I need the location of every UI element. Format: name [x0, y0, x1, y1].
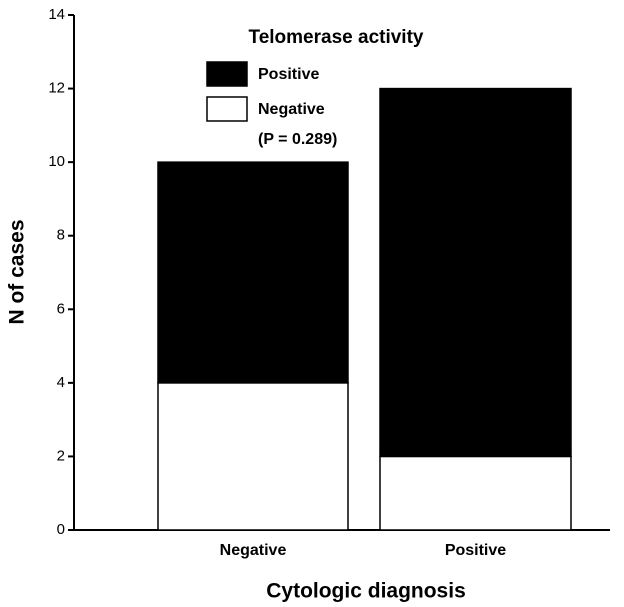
y-tick-label: 14: [48, 6, 65, 23]
y-tick-label: 8: [57, 227, 65, 244]
y-axis-label: N of cases: [6, 219, 29, 324]
y-tick-label: 6: [57, 300, 65, 317]
x-tick-label: Positive: [445, 542, 506, 559]
legend-swatch: [206, 96, 248, 122]
legend-label: Negative: [258, 101, 325, 118]
legend-swatch: [206, 61, 248, 87]
bar-segment: [157, 382, 349, 531]
y-tick-label: 10: [48, 153, 65, 170]
x-axis-label: Cytologic diagnosis: [266, 580, 466, 603]
legend-title: Telomerase activity: [249, 27, 424, 48]
bar-segment: [379, 87, 572, 458]
y-tick-label: 12: [48, 80, 65, 97]
y-tick-label: 4: [57, 374, 65, 391]
y-tick-label: 2: [57, 447, 65, 464]
x-tick-label: Negative: [220, 542, 287, 559]
y-tick-label: 0: [57, 521, 65, 538]
bar-segment: [157, 161, 349, 384]
legend-label: Positive: [258, 66, 319, 83]
annotation: (P = 0.289): [258, 131, 337, 148]
bar-segment: [379, 455, 572, 531]
